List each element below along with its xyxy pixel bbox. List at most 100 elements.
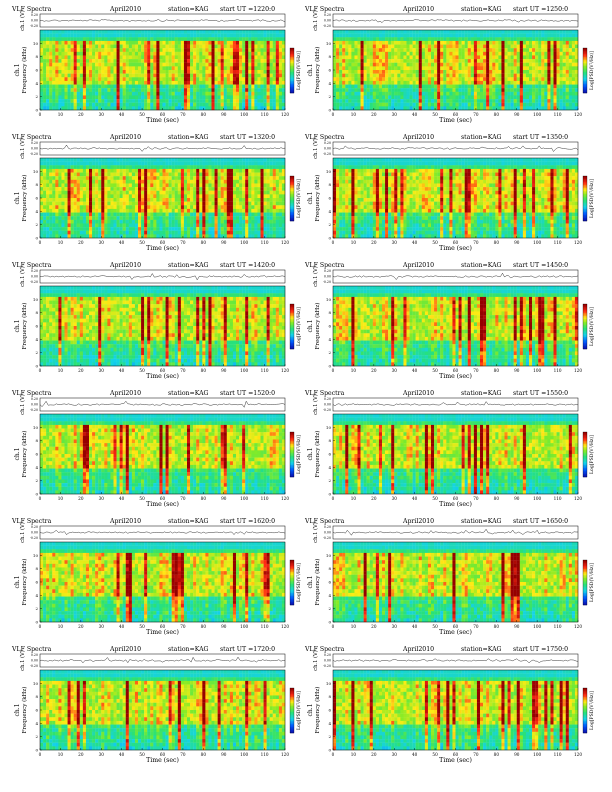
spectrogram-cell: [480, 70, 484, 74]
spectrogram-cell: [107, 212, 111, 217]
spectrogram-cell: [236, 102, 240, 107]
spectrogram-cell: [70, 91, 74, 96]
spectrogram-cell: [434, 37, 438, 42]
spectrogram-cell: [507, 62, 511, 67]
spectrogram-cell: [138, 62, 142, 67]
spectrogram-cell: [168, 194, 172, 199]
spectrogram-cell: [480, 44, 484, 49]
spectrogram-cell: [266, 172, 270, 177]
spectrogram-cell: [55, 84, 59, 89]
spectrogram-cell: [501, 106, 505, 111]
spectrogram-cell: [409, 102, 413, 107]
spectrogram-cell: [193, 208, 197, 213]
spectrogram-cell: [513, 80, 517, 85]
spectrogram-cell: [498, 106, 502, 111]
spectrogram-cell: [171, 37, 175, 42]
spectrogram-cell: [437, 70, 441, 74]
spectrogram-cell: [427, 88, 432, 92]
spectrogram-cell: [147, 201, 151, 206]
spectrogram-cell: [119, 106, 123, 111]
colorbar-swatch: [290, 90, 294, 92]
spectrogram-cell: [498, 91, 502, 96]
spectrogram-cell: [574, 66, 579, 71]
waveform-ylabel: ch.1 (V): [19, 10, 26, 31]
spectrogram-cell: [92, 161, 96, 166]
spectrogram-cell: [424, 77, 429, 82]
spectrogram-cell: [171, 77, 175, 82]
spectrogram-cell: [427, 91, 432, 96]
spectrogram-cell: [257, 161, 261, 166]
spectrogram-cell: [202, 70, 206, 74]
spectrogram-cell: [67, 84, 71, 89]
spectrogram-cell: [260, 70, 264, 74]
spectrogram-cell: [165, 176, 169, 180]
spectrogram-cell: [351, 66, 355, 71]
spectrogram-cell: [205, 40, 209, 45]
spectrogram-cell: [553, 66, 557, 71]
spectrogram-cell: [547, 66, 551, 71]
spectrogram-cell: [101, 88, 105, 92]
spectrogram-cell: [70, 201, 74, 206]
spectrogram-cell: [427, 30, 432, 34]
spectrogram-cell: [199, 201, 203, 206]
spectrogram-cell: [107, 55, 111, 60]
spectrogram-cell: [76, 190, 80, 195]
spectrogram-cell: [89, 179, 93, 184]
spectrogram-cell: [538, 37, 542, 42]
spectrogram-cell: [61, 44, 65, 49]
spectrogram-cell: [529, 73, 533, 78]
spectrogram-cell: [193, 201, 197, 206]
spectrogram-cell: [449, 91, 453, 96]
spectrogram-cell: [467, 84, 471, 89]
spectrogram-cell: [113, 106, 117, 111]
spectrogram-cell: [519, 33, 524, 38]
spectrogram-cell: [226, 48, 231, 52]
spectrogram-cell: [223, 187, 227, 191]
spectrogram-cell: [492, 40, 496, 45]
spectrogram-cell: [165, 44, 169, 49]
spectrogram-cell: [202, 30, 206, 34]
spectrogram-cell: [281, 201, 286, 206]
spectrogram-cell: [495, 73, 499, 78]
spectrogram-cell: [134, 66, 139, 71]
spectrogram-cell: [76, 194, 80, 199]
spectrogram-cell: [242, 91, 246, 96]
spectrogram-cell: [211, 106, 215, 111]
spectrogram-cell: [147, 51, 151, 56]
spectrogram-cell: [559, 102, 563, 107]
spectrogram-cell: [547, 102, 551, 107]
spectrogram-cell: [119, 62, 123, 67]
spectrogram-cell: [360, 102, 364, 107]
spectrogram-cell: [40, 208, 44, 213]
spectrogram-cell: [525, 40, 530, 45]
spectrogram-cell: [180, 66, 185, 71]
spectrogram-cell: [232, 102, 237, 107]
spectrogram-cell: [538, 80, 542, 85]
spectrogram-cell: [92, 95, 96, 100]
spectrogram-cell: [525, 80, 530, 85]
spectrogram-cell: [217, 44, 221, 49]
spectrogram-cell: [257, 62, 261, 67]
spectrogram-cell: [116, 84, 120, 89]
spectrogram-cell: [403, 99, 407, 103]
spectrogram-cell: [134, 88, 139, 92]
spectrogram-cell: [418, 99, 422, 103]
spectrogram-cell: [480, 51, 484, 56]
y-tick-label: 4: [35, 81, 38, 86]
spectrogram-cell: [122, 176, 126, 180]
spectrogram-cell: [476, 30, 481, 34]
spectrogram-cell: [375, 37, 380, 42]
spectrogram-cell: [458, 33, 462, 38]
spectrogram-cell: [357, 66, 361, 71]
spectrogram-cell: [272, 176, 276, 180]
spectrogram-cell: [366, 44, 370, 49]
spectrogram-cell: [470, 70, 475, 74]
spectrogram-cell: [116, 187, 120, 191]
spectrogram-cell: [522, 95, 527, 100]
spectrogram-cell: [156, 48, 160, 52]
spectrogram-cell: [125, 161, 129, 166]
spectrogram-cell: [64, 158, 68, 162]
spectrogram-cell: [134, 84, 139, 89]
spectrogram-cell: [251, 201, 255, 206]
spectrogram-cell: [110, 99, 114, 103]
